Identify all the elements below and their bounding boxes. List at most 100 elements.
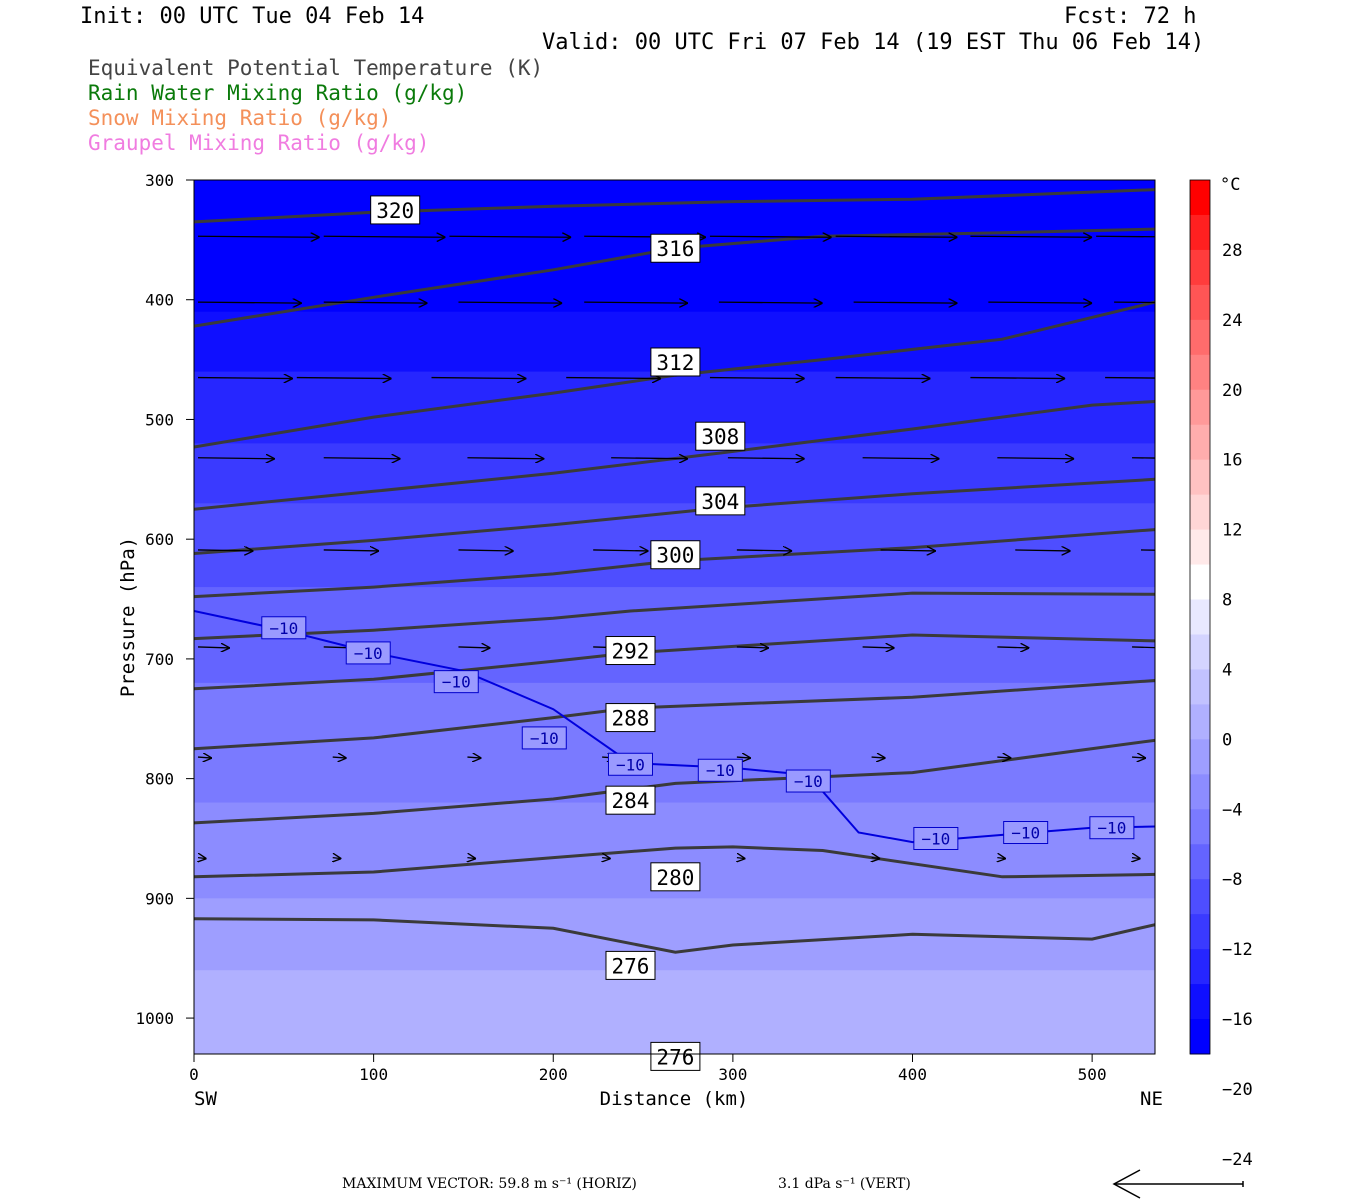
wind-vector bbox=[1132, 647, 1155, 648]
colorbar-swatch bbox=[1190, 529, 1210, 566]
legend-graupel: Graupel Mixing Ratio (g/kg) bbox=[88, 131, 430, 155]
wind-vector bbox=[835, 236, 958, 237]
isotherm-label-box bbox=[433, 670, 479, 694]
colorbar-frame bbox=[1189, 179, 1211, 1055]
theta-e-contour bbox=[194, 845, 1155, 879]
x-end-label-sw: SW bbox=[194, 1088, 217, 1110]
x-tick-label: 200 bbox=[539, 1065, 568, 1084]
wind-vector bbox=[736, 550, 792, 551]
colorbar-label: 16 bbox=[1222, 451, 1242, 471]
wind-vector bbox=[871, 757, 886, 758]
theta-e-contour bbox=[194, 188, 1155, 224]
wind-vector bbox=[197, 550, 253, 551]
isotherm-label-box bbox=[521, 726, 567, 750]
colorbar-swatch bbox=[1190, 180, 1210, 216]
y-tick-label: 400 bbox=[145, 291, 174, 310]
isotherm-label-box bbox=[785, 769, 831, 793]
wind-vector bbox=[997, 757, 1011, 758]
wind-vector bbox=[862, 647, 895, 648]
y-axis-label: Pressure (hPa) bbox=[117, 537, 139, 697]
wind-vector bbox=[584, 302, 688, 303]
wind-vector bbox=[970, 378, 1065, 379]
wind-vector bbox=[709, 236, 832, 237]
colorbar-label: 4 bbox=[1222, 660, 1232, 680]
theta-e-label: 300 bbox=[656, 544, 694, 568]
wind-vector bbox=[862, 458, 940, 459]
wind-vector bbox=[323, 302, 428, 303]
theta-e-label: 316 bbox=[656, 237, 694, 261]
theta-e-label: 308 bbox=[701, 425, 739, 449]
wind-vector bbox=[997, 458, 1074, 459]
valid-time: Valid: 00 UTC Fri 07 Feb 14 (19 EST Thu … bbox=[542, 30, 1205, 55]
theta-e-contour bbox=[194, 477, 1155, 555]
x-tick-label: 0 bbox=[189, 1065, 199, 1084]
theta-e-label: 276 bbox=[612, 954, 650, 978]
colorbar-swatch bbox=[1190, 739, 1210, 775]
wind-vector bbox=[872, 858, 881, 859]
wind-vector bbox=[333, 858, 342, 859]
theta-e-label-box bbox=[650, 233, 701, 263]
wind-vector bbox=[197, 757, 212, 758]
temperature-band bbox=[194, 898, 1155, 972]
isotherm-label: −10 bbox=[706, 761, 735, 780]
wind-vector bbox=[296, 378, 392, 379]
isotherm-label: −10 bbox=[616, 755, 645, 774]
forecast-hour: Fcst: 72 h bbox=[1064, 4, 1197, 29]
theta-e-label-box bbox=[695, 421, 746, 451]
wind-vector bbox=[332, 757, 347, 758]
wind-vector bbox=[727, 458, 805, 459]
wind-vector bbox=[988, 302, 1092, 303]
wind-vector bbox=[853, 302, 958, 303]
wind-vector bbox=[709, 378, 805, 379]
y-tick-label: 300 bbox=[145, 171, 174, 190]
colorbar-label: 24 bbox=[1222, 311, 1242, 331]
y-tick-label: 800 bbox=[145, 770, 174, 789]
wind-vector bbox=[970, 236, 1092, 237]
legend-snow: Snow Mixing Ratio (g/kg) bbox=[88, 106, 392, 130]
wind-vector bbox=[458, 647, 490, 648]
theta-e-label-box bbox=[650, 1041, 701, 1071]
colorbar-label: 28 bbox=[1222, 241, 1242, 261]
wind-vector bbox=[197, 302, 302, 303]
wind-vector bbox=[718, 302, 823, 303]
wind-vector bbox=[602, 858, 611, 859]
colorbar-swatch bbox=[1190, 354, 1210, 391]
wind-vector bbox=[458, 302, 562, 303]
isotherm-label: −10 bbox=[794, 772, 823, 791]
isotherm-label: −10 bbox=[354, 644, 383, 663]
colorbar-swatch bbox=[1190, 634, 1210, 670]
isotherm-label-box bbox=[1089, 816, 1135, 840]
colorbar-swatch bbox=[1190, 879, 1210, 915]
colorbar-swatch bbox=[1190, 389, 1210, 426]
theta-e-label: 276 bbox=[656, 1045, 694, 1069]
wind-vector bbox=[1015, 550, 1070, 551]
y-tick-label: 1000 bbox=[135, 1009, 174, 1028]
wind-vector bbox=[593, 550, 648, 551]
colorbar-swatch bbox=[1190, 774, 1210, 810]
theta-e-contour bbox=[194, 917, 1155, 954]
isotherm-label: −10 bbox=[1097, 819, 1126, 838]
wind-vector bbox=[736, 757, 751, 758]
theta-e-contour bbox=[194, 528, 1155, 599]
colorbar-unit: °C bbox=[1220, 175, 1240, 195]
theta-e-label-box bbox=[650, 862, 701, 892]
plot-frame bbox=[193, 179, 1156, 1055]
isotherm-label: −10 bbox=[269, 619, 298, 638]
temperature-band bbox=[194, 682, 1155, 804]
y-tick-label: 600 bbox=[145, 530, 174, 549]
theta-e-label: 280 bbox=[656, 866, 694, 890]
x-axis-label: Distance (km) bbox=[600, 1088, 749, 1110]
temperature-band bbox=[194, 587, 1155, 684]
colorbar-swatch bbox=[1190, 284, 1210, 321]
wind-vector bbox=[1114, 301, 1155, 304]
isotherm-label: −10 bbox=[442, 673, 471, 692]
theta-e-label-box bbox=[370, 195, 421, 225]
x-tick-label: 100 bbox=[359, 1065, 388, 1084]
theta-e-label-box bbox=[695, 486, 746, 516]
max-vector-arrow bbox=[1112, 1169, 1244, 1199]
wind-vector bbox=[198, 858, 207, 859]
colorbar-swatch bbox=[1190, 494, 1210, 531]
isotherm-label-box bbox=[913, 826, 959, 850]
colorbar-swatch bbox=[1190, 424, 1210, 461]
colorbar-swatch bbox=[1190, 914, 1210, 950]
